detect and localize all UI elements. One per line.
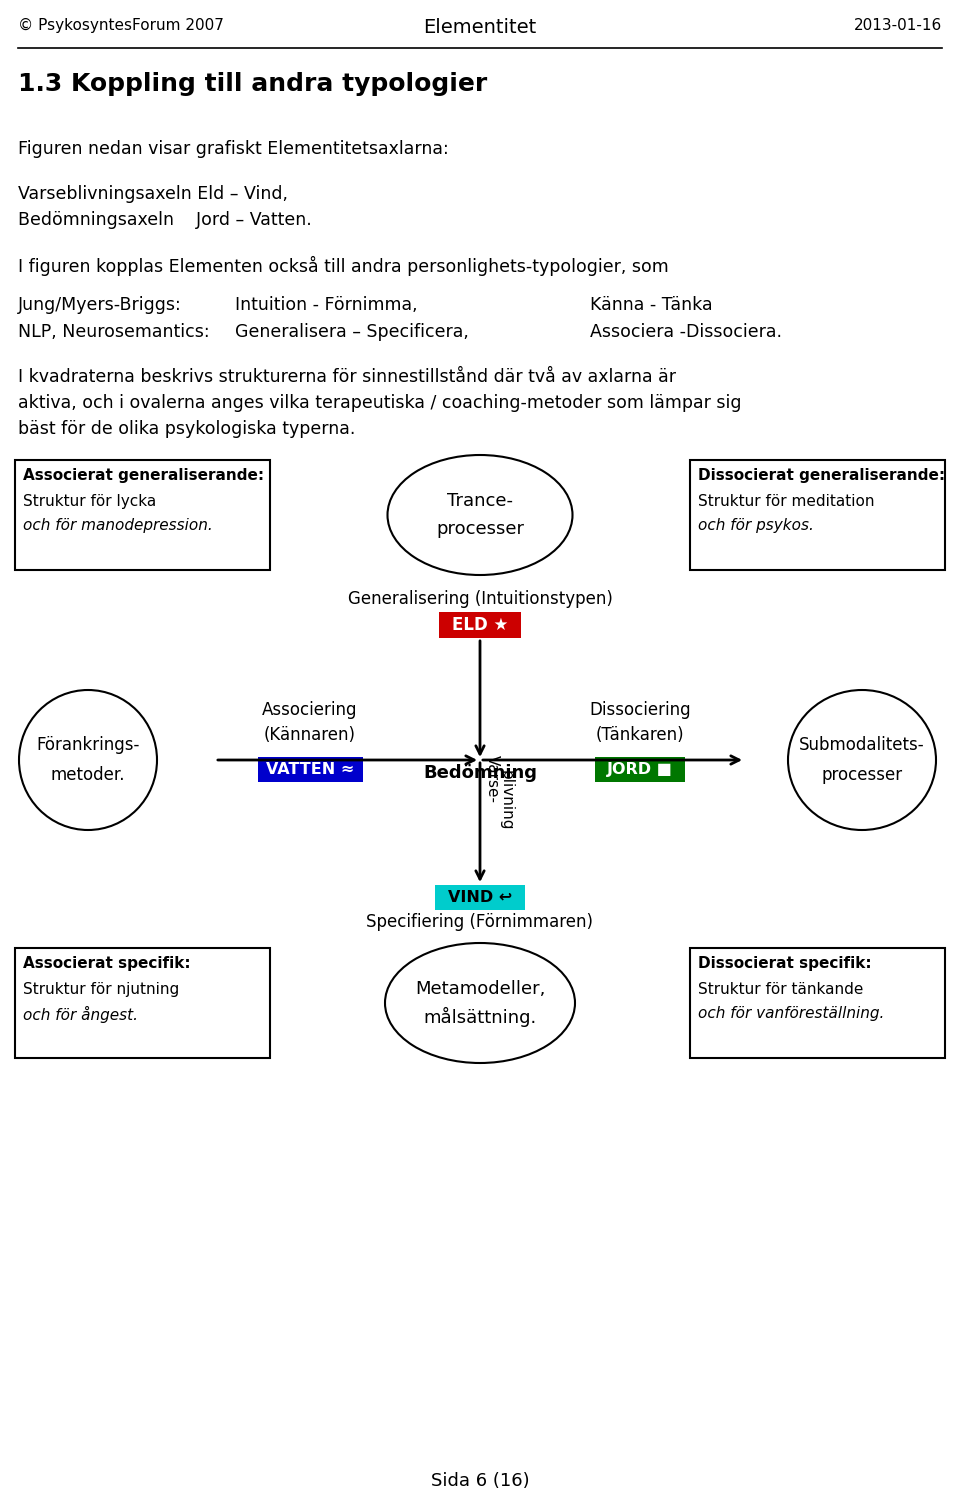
Text: Generalisera – Specificera,: Generalisera – Specificera,	[235, 322, 468, 340]
Text: Associering: Associering	[262, 700, 358, 718]
Text: Metamodeller,: Metamodeller,	[415, 980, 545, 998]
Text: Känna - Tänka: Känna - Tänka	[590, 296, 712, 314]
Text: blivning: blivning	[498, 770, 514, 831]
Text: Dissocierat specifik:: Dissocierat specifik:	[698, 956, 872, 970]
Text: Dissociering: Dissociering	[589, 700, 691, 718]
Text: NLP, Neurosemantics:: NLP, Neurosemantics:	[18, 322, 209, 340]
Text: VATTEN ≈: VATTEN ≈	[266, 762, 354, 777]
FancyBboxPatch shape	[15, 460, 270, 570]
Text: Associera -Dissociera.: Associera -Dissociera.	[590, 322, 782, 340]
FancyBboxPatch shape	[690, 460, 945, 570]
FancyBboxPatch shape	[439, 612, 521, 638]
Text: Varseblivningsaxeln Eld – Vind,: Varseblivningsaxeln Eld – Vind,	[18, 184, 288, 202]
Text: målsättning.: målsättning.	[423, 1007, 537, 1028]
Text: Bedömningsaxeln    Jord – Vatten.: Bedömningsaxeln Jord – Vatten.	[18, 211, 312, 230]
Text: JORD ■: JORD ■	[607, 762, 673, 777]
Text: och för ångest.: och för ångest.	[23, 1007, 138, 1023]
Text: och för psykos.: och för psykos.	[698, 518, 814, 532]
Text: © PsykosyntesForum 2007: © PsykosyntesForum 2007	[18, 18, 224, 33]
Text: Dissocierat generaliserande:: Dissocierat generaliserande:	[698, 468, 946, 483]
Text: Associerat specifik:: Associerat specifik:	[23, 956, 191, 970]
Text: I figuren kopplas Elementen också till andra personlighets-typologier, som: I figuren kopplas Elementen också till a…	[18, 256, 669, 276]
Ellipse shape	[388, 454, 572, 574]
Text: Förankrings-: Förankrings-	[36, 736, 140, 754]
Text: och för manodepression.: och för manodepression.	[23, 518, 213, 532]
Text: Struktur för meditation: Struktur för meditation	[698, 494, 875, 508]
FancyBboxPatch shape	[435, 885, 525, 910]
Text: Specifiering (Förnimmaren): Specifiering (Förnimmaren)	[367, 914, 593, 932]
Text: Intuition - Förnimma,: Intuition - Förnimma,	[235, 296, 418, 314]
Text: Bedömning: Bedömning	[423, 764, 537, 782]
FancyBboxPatch shape	[595, 758, 685, 782]
Ellipse shape	[788, 690, 936, 830]
Text: bäst för de olika psykologiska typerna.: bäst för de olika psykologiska typerna.	[18, 420, 355, 438]
Text: Varse-: Varse-	[485, 754, 499, 802]
FancyBboxPatch shape	[690, 948, 945, 1058]
Text: Struktur för njutning: Struktur för njutning	[23, 982, 180, 998]
Text: ELD ★: ELD ★	[452, 616, 508, 634]
Text: 2013-01-16: 2013-01-16	[853, 18, 942, 33]
Text: processer: processer	[436, 520, 524, 538]
Ellipse shape	[19, 690, 157, 830]
Text: Submodalitets-: Submodalitets-	[799, 736, 924, 754]
Text: metoder.: metoder.	[51, 766, 125, 784]
Text: Jung/Myers-Briggs:: Jung/Myers-Briggs:	[18, 296, 181, 314]
Text: och för vanföreställning.: och för vanföreställning.	[698, 1007, 884, 1022]
Text: aktiva, och i ovalerna anges vilka terapeutiska / coaching-metoder som lämpar si: aktiva, och i ovalerna anges vilka terap…	[18, 394, 741, 412]
Text: Struktur för lycka: Struktur för lycka	[23, 494, 156, 508]
Text: (Kännaren): (Kännaren)	[264, 726, 356, 744]
Text: I kvadraterna beskrivs strukturerna för sinnestillstånd där två av axlarna är: I kvadraterna beskrivs strukturerna för …	[18, 368, 676, 386]
Text: Sida 6 (16): Sida 6 (16)	[431, 1472, 529, 1490]
FancyBboxPatch shape	[257, 758, 363, 782]
Text: Associerat generaliserande:: Associerat generaliserande:	[23, 468, 264, 483]
Text: Trance-: Trance-	[447, 492, 513, 510]
Text: Generalisering (Intuitionstypen): Generalisering (Intuitionstypen)	[348, 590, 612, 608]
FancyBboxPatch shape	[15, 948, 270, 1058]
Text: Figuren nedan visar grafiskt Elementitetsaxlarna:: Figuren nedan visar grafiskt Elementitet…	[18, 140, 448, 158]
Text: Struktur för tänkande: Struktur för tänkande	[698, 982, 863, 998]
Text: 1.3 Koppling till andra typologier: 1.3 Koppling till andra typologier	[18, 72, 488, 96]
Ellipse shape	[385, 944, 575, 1064]
Text: (Tänkaren): (Tänkaren)	[596, 726, 684, 744]
Text: VIND ↩: VIND ↩	[448, 890, 512, 904]
Text: processer: processer	[822, 766, 902, 784]
Text: Elementitet: Elementitet	[423, 18, 537, 38]
